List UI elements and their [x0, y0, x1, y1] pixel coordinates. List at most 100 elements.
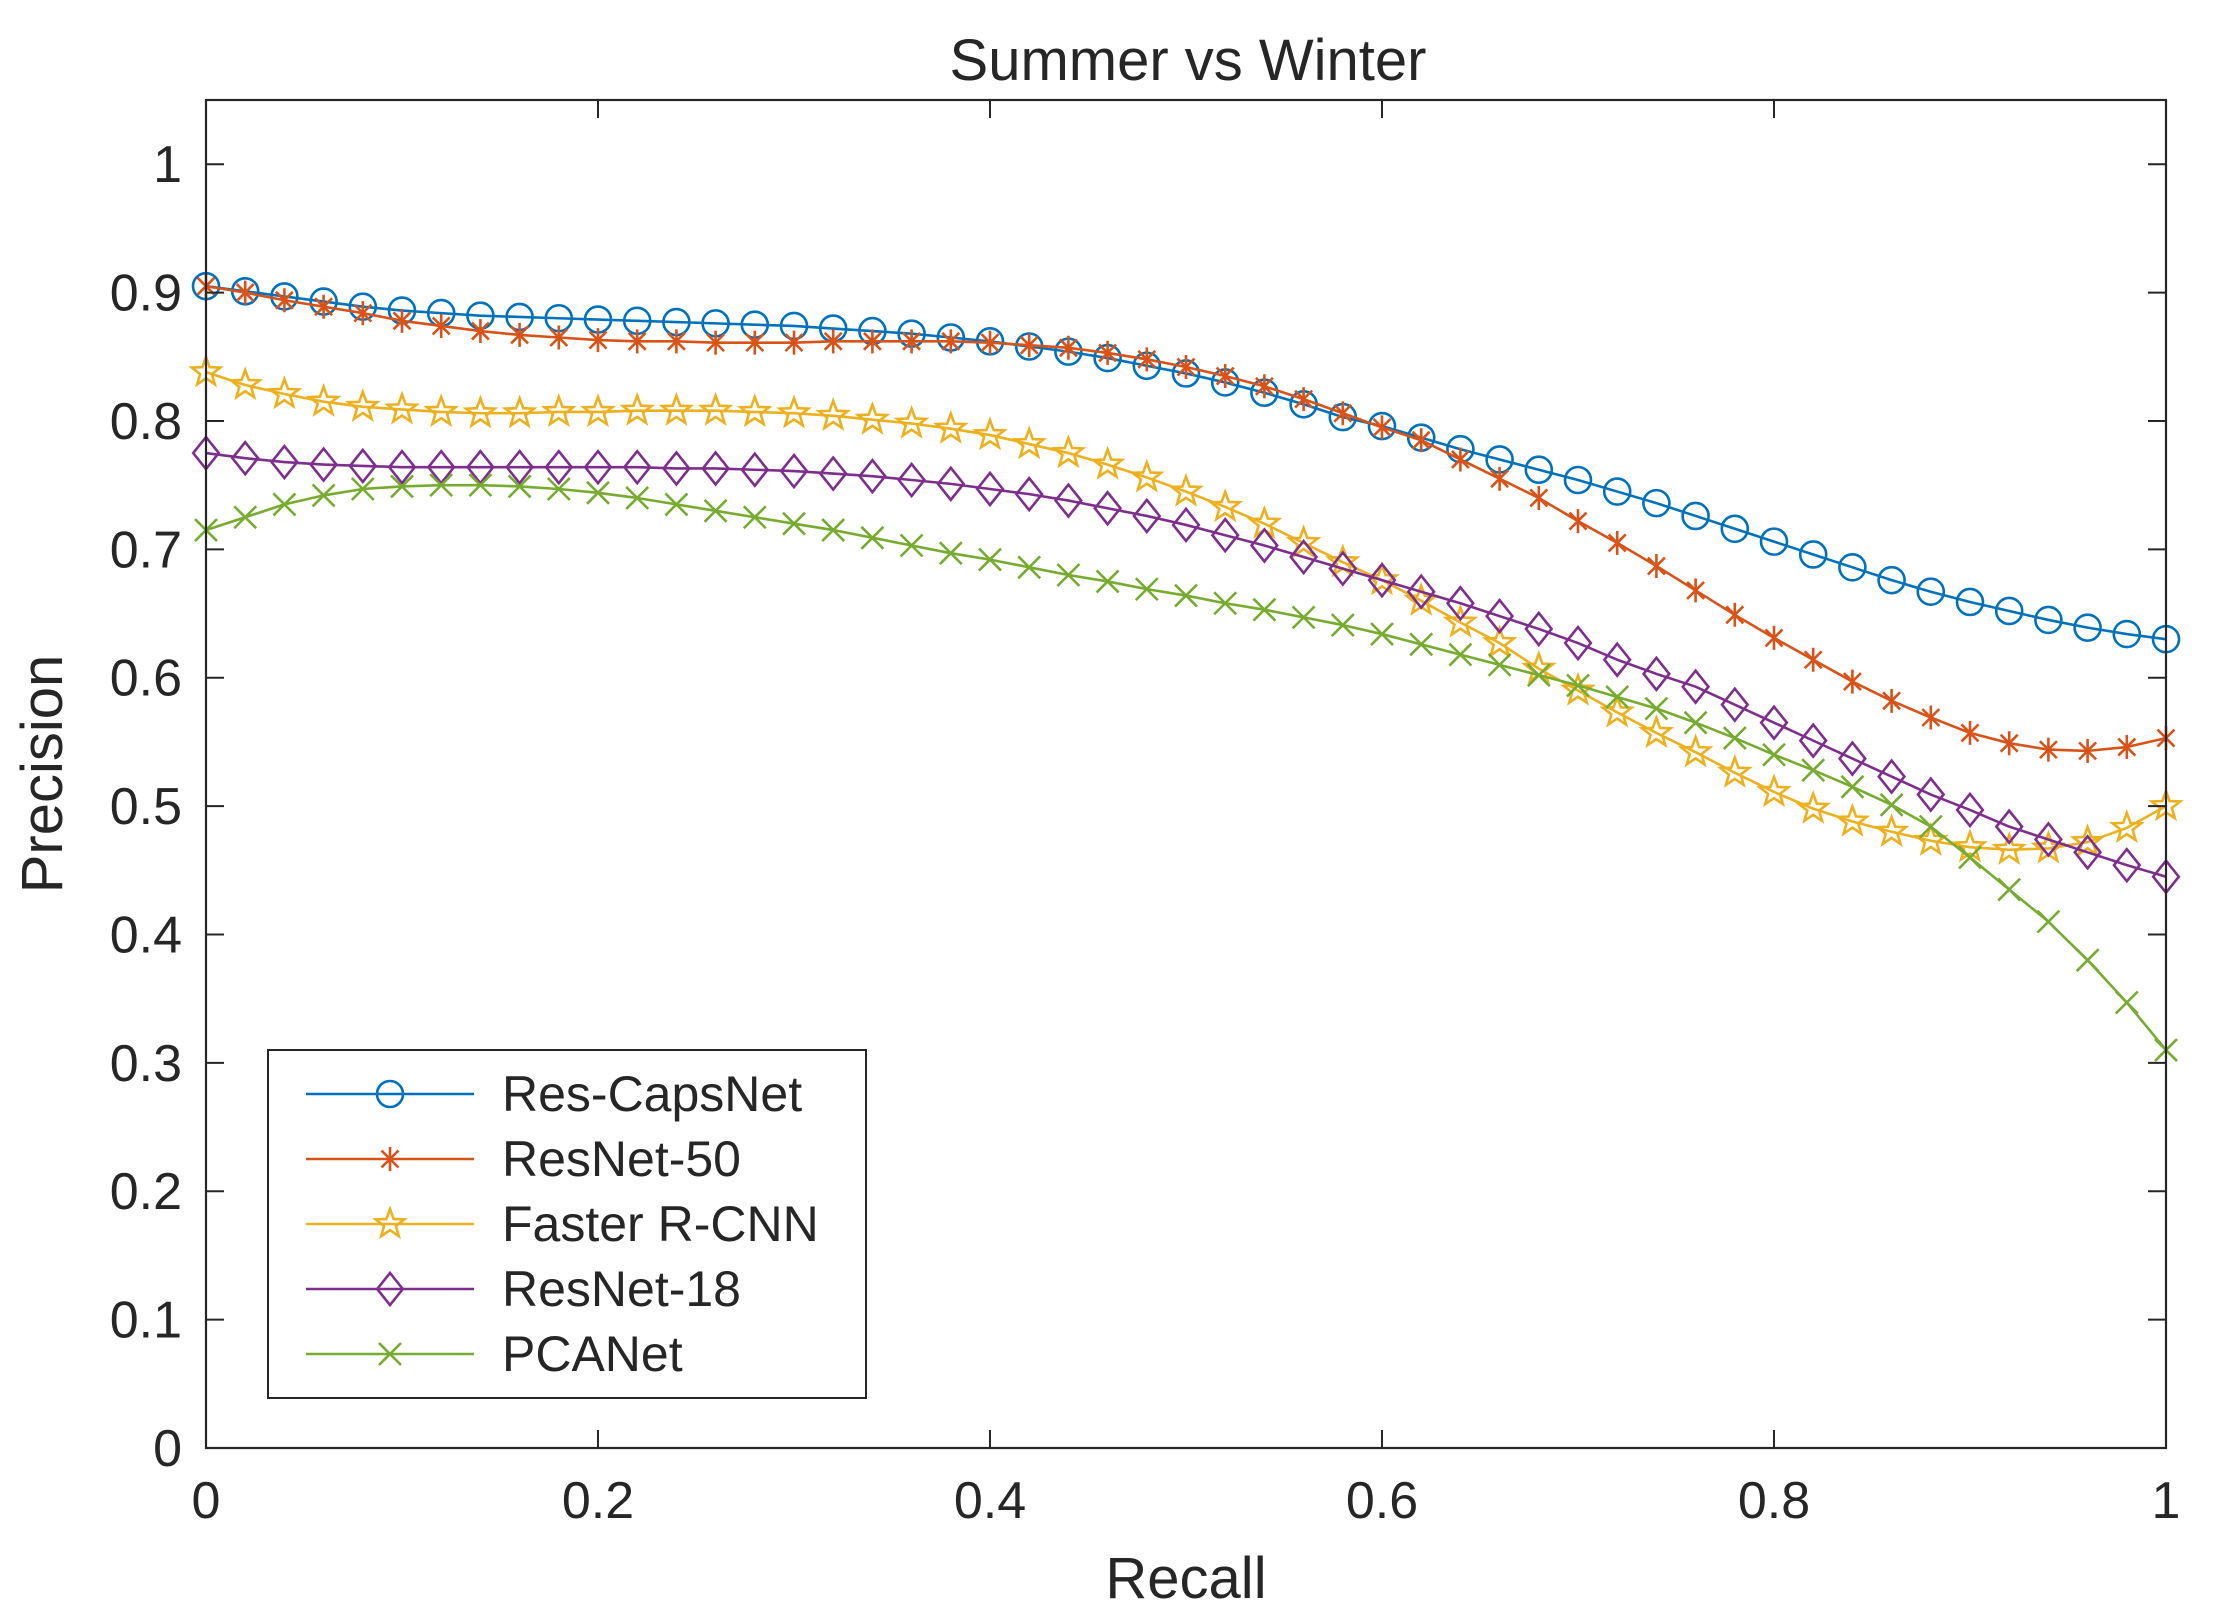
- data-point-faster-r-cnn: [893, 404, 930, 439]
- data-point-resnet-18: [1014, 476, 1044, 513]
- data-point-res-capsnet: [1877, 565, 1906, 595]
- data-point-faster-r-cnn: [580, 393, 616, 428]
- data-point-resnet-50: [1764, 625, 1784, 650]
- data-point-pcanet: [1174, 583, 1198, 608]
- data-point-faster-r-cnn: [423, 393, 460, 428]
- series-layer: [188, 271, 2184, 1062]
- x-tick-label: 0.6: [1346, 1472, 1418, 1530]
- plot-box: [204, 98, 2168, 1450]
- data-point-pcanet: [1095, 569, 1120, 594]
- legend-marker: [375, 1079, 405, 1109]
- data-point-resnet-18: [1367, 562, 1397, 599]
- data-point-resnet-50: [980, 330, 1000, 355]
- y-tick-label: 0.6: [110, 650, 182, 708]
- data-point-resnet-50: [1294, 387, 1314, 412]
- data-point-resnet-50: [1450, 447, 1470, 472]
- data-point-faster-r-cnn: [1207, 488, 1244, 523]
- data-point-faster-r-cnn: [1677, 733, 1714, 768]
- data-point-pcanet: [899, 533, 924, 558]
- data-point-resnet-50: [1019, 333, 1039, 358]
- data-point-resnet-50: [1960, 720, 1980, 745]
- data-point-faster-r-cnn: [815, 397, 852, 432]
- data-point-resnet-50: [274, 288, 294, 313]
- data-point-pcanet: [1762, 742, 1786, 767]
- data-point-pcanet: [2075, 948, 2100, 973]
- y-tick-label: 0.1: [110, 1292, 182, 1350]
- data-point-faster-r-cnn: [1716, 753, 1753, 788]
- data-point-faster-r-cnn: [1089, 445, 1126, 480]
- data-point-resnet-18: [348, 447, 378, 484]
- data-point-resnet-50: [1411, 428, 1431, 453]
- data-point-resnet-18: [1877, 758, 1907, 795]
- y-axis-label: Precision: [10, 655, 75, 894]
- data-point-pcanet: [1958, 845, 1982, 870]
- data-point-pcanet: [782, 511, 806, 536]
- data-point-faster-r-cnn: [619, 391, 656, 426]
- data-point-resnet-18: [1249, 527, 1279, 564]
- data-point-resnet-18: [622, 449, 652, 486]
- series-faster-r-cnn: [188, 353, 2184, 865]
- data-point-resnet-18: [779, 452, 809, 490]
- data-point-faster-r-cnn: [776, 394, 812, 429]
- data-point-pcanet: [1409, 632, 1434, 657]
- data-point-resnet-18: [897, 461, 927, 499]
- legend-entry-pcanet: PCANet: [306, 1326, 683, 1382]
- data-point-resnet-50: [1607, 530, 1627, 555]
- data-point-resnet-18: [387, 449, 417, 486]
- x-tick-label: 1: [2152, 1472, 2181, 1530]
- data-point-faster-r-cnn: [2108, 809, 2145, 844]
- data-point-faster-r-cnn: [2069, 823, 2106, 858]
- data-point-resnet-50: [2078, 738, 2098, 763]
- data-point-res-capsnet: [1838, 553, 1867, 582]
- data-point-resnet-50: [510, 322, 530, 347]
- data-point-faster-r-cnn: [1756, 773, 1792, 808]
- data-point-res-capsnet: [1720, 514, 1750, 544]
- data-point-resnet-50: [1529, 485, 1549, 510]
- y-tick-label: 0.3: [110, 1035, 182, 1093]
- data-point-resnet-18: [1916, 776, 1946, 813]
- data-point-res-capsnet: [1681, 501, 1710, 531]
- y-tick-label: 0.5: [110, 778, 182, 836]
- data-point-pcanet: [1370, 622, 1394, 646]
- data-point-pcanet: [2036, 909, 2061, 934]
- data-point-pcanet: [860, 525, 885, 550]
- data-point-resnet-50: [1176, 355, 1196, 380]
- data-point-resnet-18: [1171, 506, 1201, 544]
- data-point-faster-r-cnn: [1991, 830, 2028, 865]
- data-point-resnet-50: [588, 328, 608, 353]
- data-point-res-capsnet: [2073, 613, 2102, 642]
- data-point-resnet-18: [2073, 834, 2103, 871]
- data-point-pcanet: [625, 486, 650, 510]
- data-point-faster-r-cnn: [1873, 812, 1910, 847]
- data-point-faster-r-cnn: [1795, 789, 1832, 824]
- data-point-resnet-18: [1563, 624, 1593, 662]
- data-point-pcanet: [350, 477, 375, 501]
- data-point-resnet-18: [1132, 497, 1162, 535]
- data-point-faster-r-cnn: [932, 409, 969, 444]
- data-point-pcanet: [1448, 642, 1473, 667]
- data-point-resnet-18: [1445, 585, 1475, 622]
- data-point-resnet-18: [1053, 482, 1083, 519]
- data-point-resnet-18: [1798, 722, 1828, 759]
- data-point-faster-r-cnn: [697, 391, 734, 426]
- data-point-faster-r-cnn: [1168, 472, 1204, 507]
- chart-title: Summer vs Winter: [950, 28, 1427, 93]
- data-point-pcanet: [1605, 685, 1630, 709]
- data-point-pcanet: [546, 477, 571, 501]
- data-point-res-capsnet: [1955, 587, 1985, 617]
- data-point-resnet-18: [740, 451, 770, 488]
- legend-marker: [375, 1270, 405, 1308]
- data-point-resnet-18: [309, 446, 339, 483]
- x-tick-label: 0: [192, 1472, 221, 1530]
- data-point-faster-r-cnn: [658, 391, 695, 426]
- series-resnet-50: [196, 274, 2176, 763]
- data-point-res-capsnet: [1524, 455, 1554, 485]
- legend-entry-res-capsnet: Res-CapsNet: [306, 1066, 802, 1122]
- data-point-resnet-18: [661, 450, 691, 487]
- series-pcanet: [194, 473, 2178, 1062]
- data-point-pcanet: [1644, 696, 1669, 721]
- data-point-pcanet: [1134, 577, 1159, 602]
- legend-entry-resnet-18: ResNet-18: [306, 1261, 741, 1317]
- data-point-faster-r-cnn: [384, 390, 420, 425]
- data-point-resnet-18: [857, 458, 887, 495]
